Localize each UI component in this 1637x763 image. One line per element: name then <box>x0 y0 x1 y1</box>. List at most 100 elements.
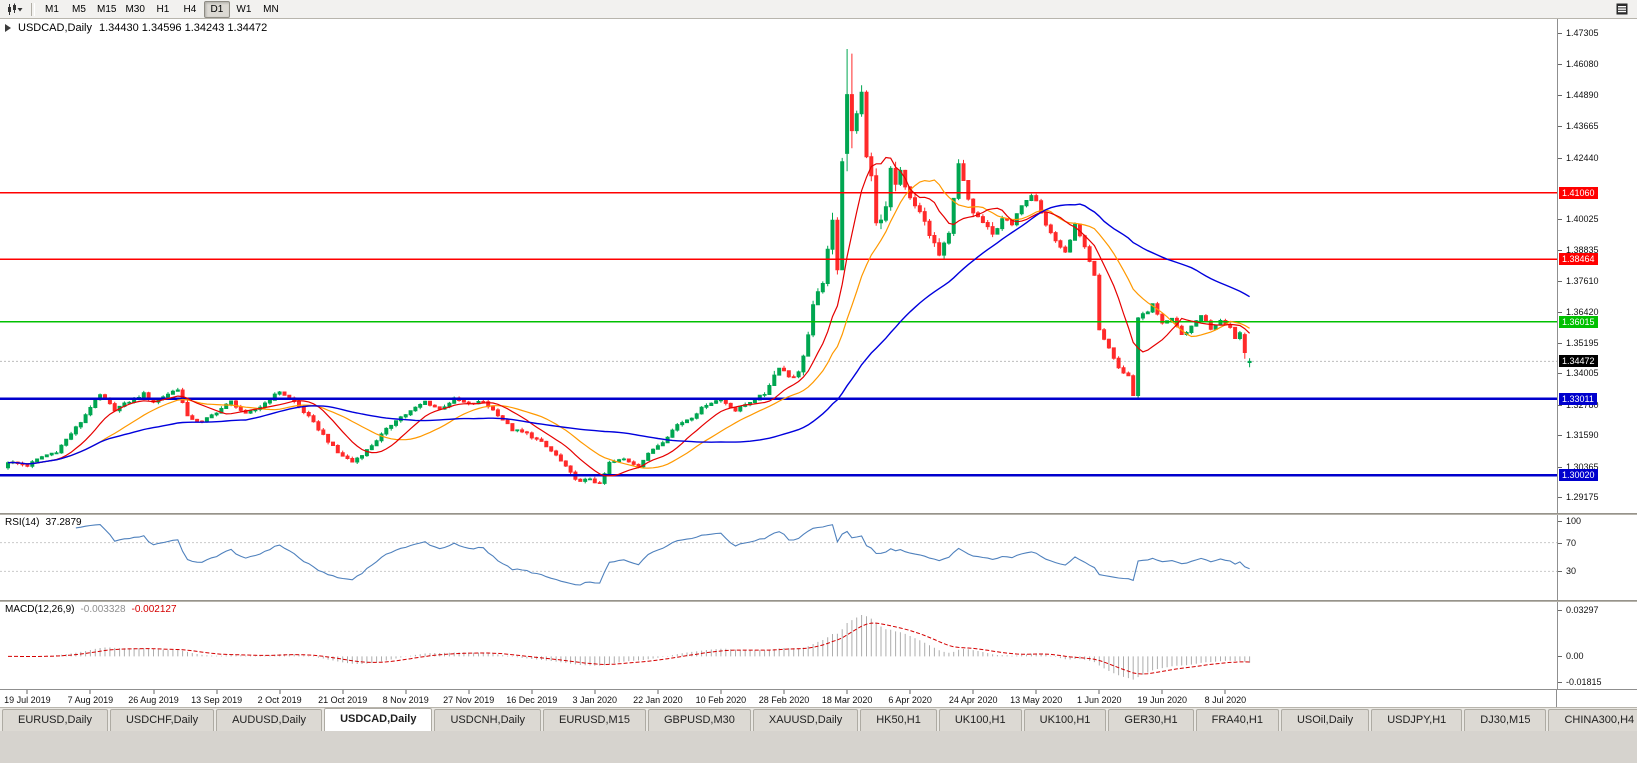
chart-tab-dj30-m15[interactable]: DJ30,M15 <box>1464 709 1547 731</box>
timeframe-button-m15[interactable]: M15 <box>97 3 117 15</box>
price-axis-label: 1.31590 <box>1566 430 1599 441</box>
date-label: 18 Mar 2020 <box>821 695 873 705</box>
price-axis-label: 1.43665 <box>1566 121 1599 132</box>
panel-separator-2[interactable] <box>0 600 1637 602</box>
axis-tick <box>1558 682 1562 683</box>
bottom-filler <box>0 731 1637 763</box>
time-axis-tick <box>342 690 344 694</box>
axis-tick <box>1558 404 1562 406</box>
time-axis-tick <box>720 690 722 694</box>
price-axis-label: 1.46080 <box>1566 59 1599 70</box>
time-axis-tick <box>1224 690 1226 694</box>
date-label: 6 Apr 2020 <box>888 695 932 705</box>
timeframe-button-w1[interactable]: W1 <box>236 3 252 15</box>
macd-axis-label: 0.00 <box>1566 651 1584 662</box>
rsi-name-label: RSI(14) <box>5 517 40 528</box>
date-label: 8 Jul 2020 <box>1204 695 1247 705</box>
chart-tab-uk100-h1[interactable]: UK100,H1 <box>1023 709 1107 731</box>
price-line-tag: 1.38464 <box>1559 253 1598 266</box>
chart-tab-usoil-daily[interactable]: USOil,Daily <box>1280 709 1370 731</box>
time-axis[interactable]: 19 Jul 2019 7 Aug 2019 26 Aug 2019 13 Sep 2… <box>0 689 1637 707</box>
macd-panel[interactable]: MACD(12,26,9) -0.003328 -0.002127 0.0329… <box>0 602 1637 689</box>
date-label: 28 Feb 2020 <box>758 695 810 705</box>
macd-plot[interactable] <box>0 602 1557 689</box>
chart-tab-fra40-h1[interactable]: FRA40,H1 <box>1195 709 1279 731</box>
date-label: 3 Jan 2020 <box>572 695 618 705</box>
axis-tick <box>1558 311 1562 313</box>
axis-tick <box>1558 466 1562 468</box>
chart-tab-hk50-h1[interactable]: HK50,H1 <box>860 709 937 731</box>
price-axis-label: 1.40025 <box>1566 214 1599 225</box>
axis-tick <box>1558 542 1562 544</box>
toolbar-separator <box>31 2 35 16</box>
chart-tab-gbpusd-m30[interactable]: GBPUSD,M30 <box>647 709 751 731</box>
price-axis-label: 1.34005 <box>1566 368 1599 379</box>
time-axis-tick <box>405 690 407 694</box>
axis-tick <box>1558 610 1562 611</box>
panel-separator-1[interactable] <box>0 513 1637 515</box>
chart-tab-xauusd-daily[interactable]: XAUUSD,Daily <box>752 709 859 731</box>
chart-tab-uk100-h1[interactable]: UK100,H1 <box>938 709 1022 731</box>
chart-tab-usdcnh-daily[interactable]: USDCNH,Daily <box>434 709 542 731</box>
time-axis-tick <box>531 690 533 694</box>
rsi-title: RSI(14) 37.2879 <box>5 517 82 528</box>
chart-tab-eurusd-daily[interactable]: EURUSD,Daily <box>2 709 108 731</box>
rsi-panel[interactable]: RSI(14) 37.2879 100 70 30 <box>0 515 1637 600</box>
axis-tick <box>1558 497 1562 498</box>
time-axis-tick <box>1035 690 1037 694</box>
price-axis-label: 1.35195 <box>1566 337 1599 348</box>
date-label: 22 Jan 2020 <box>633 695 683 705</box>
time-axis-tick <box>1098 690 1100 694</box>
timeframe-button-h4[interactable]: H4 <box>183 3 197 15</box>
time-axis-tick <box>657 690 659 694</box>
price-axis-label: 1.30365 <box>1566 461 1599 472</box>
chart-tab-ger30-h1[interactable]: GER30,H1 <box>1108 709 1194 731</box>
timeframe-button-h1[interactable]: H1 <box>156 3 170 15</box>
price-axis-label: 1.38835 <box>1566 244 1599 255</box>
date-label: 7 Aug 2019 <box>67 695 114 705</box>
axis-tick <box>1558 64 1562 66</box>
date-label: 19 Jun 2020 <box>1137 695 1188 705</box>
time-axis-tick <box>1161 690 1163 694</box>
date-label: 24 Apr 2020 <box>948 695 998 705</box>
chart-tab-usdcad-daily[interactable]: USDCAD,Daily <box>324 708 433 731</box>
price-chart-panel[interactable]: USDCAD,Daily 1.34430 1.34596 1.34243 1.3… <box>0 19 1637 513</box>
time-axis-tick <box>153 690 154 694</box>
axis-tick <box>1558 373 1562 375</box>
chart-symbol-label: USDCAD,Daily <box>18 22 92 34</box>
date-label: 1 Jun 2020 <box>1077 695 1122 705</box>
chart-tab-china300-h4[interactable]: CHINA300,H4 <box>1548 709 1637 731</box>
candlestick-chart[interactable] <box>0 19 1557 513</box>
date-label: 13 May 2020 <box>1010 695 1063 705</box>
one-click-trading-icon[interactable] <box>5 24 11 32</box>
macd-title: MACD(12,26,9) -0.003328 -0.002127 <box>5 604 177 615</box>
timeframe-button-m5[interactable]: M5 <box>72 3 86 15</box>
chart-tab-usdjpy-h1[interactable]: USDJPY,H1 <box>1371 709 1463 731</box>
time-axis-tick <box>846 690 848 694</box>
timeframe-button-m1[interactable]: M1 <box>45 3 59 15</box>
timeframe-button-d1[interactable]: D1 <box>203 0 230 18</box>
price-axis[interactable]: 1.47305 1.46080 1.44890 1.43665 1.42440 1.400… <box>1557 19 1637 513</box>
axis-tick <box>1558 33 1562 34</box>
chart-type-icon[interactable] <box>3 1 27 18</box>
macd-name-label: MACD(12,26,9) <box>5 604 75 615</box>
timeframe-button-m30[interactable]: M30 <box>125 3 145 15</box>
rsi-value: 37.2879 <box>45 517 82 528</box>
price-line-tag: 1.33011 <box>1559 392 1597 405</box>
rsi-plot[interactable] <box>0 515 1557 600</box>
chart-tab-audusd-daily[interactable]: AUDUSD,Daily <box>216 709 323 731</box>
date-label: 10 Feb 2020 <box>695 695 747 705</box>
date-label: 27 Nov 2019 <box>443 695 495 705</box>
timeframe-button-mn[interactable]: MN <box>263 3 279 15</box>
axis-tick <box>1558 571 1562 573</box>
chart-tab-eurusd-m15[interactable]: EURUSD,M15 <box>543 709 646 731</box>
axis-tick <box>1558 281 1562 283</box>
macd-axis-label: -0.01815 <box>1566 677 1602 687</box>
axis-tick <box>1558 219 1562 221</box>
chart-ohlc-values: 1.34430 1.34596 1.34243 1.34472 <box>98 22 268 34</box>
chart-tab-usdchf-daily[interactable]: USDCHF,Daily <box>109 709 215 731</box>
axis-tick <box>1558 435 1562 437</box>
price-line-tag: 1.41060 <box>1559 186 1598 199</box>
window-menu-icon[interactable] <box>1610 1 1634 18</box>
